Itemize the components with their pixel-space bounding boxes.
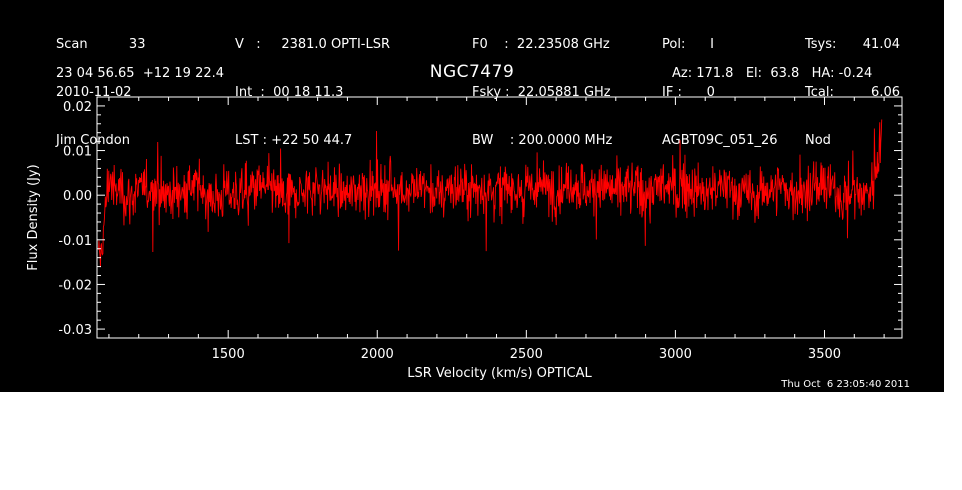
velocity-value: V : 2381.0 OPTI-LSR	[235, 37, 391, 52]
header-scan-info: Scan 33 2010-11-02 Jim Condon	[56, 5, 145, 165]
axis-ticks	[97, 97, 902, 338]
tcal-label: Tcal:	[805, 85, 834, 100]
header-system-labels: Tsys: Tcal: Nod	[805, 5, 836, 165]
y-tick-label: -0.03	[58, 323, 92, 338]
plot-datestamp: Thu Oct 6 23:05:40 2011	[781, 379, 910, 390]
source-coordinates: 23 04 56.65 +12 19 22.4	[56, 66, 225, 81]
tcal-value: 6.06	[871, 85, 900, 100]
project-id: AGBT09C_051_26	[662, 133, 778, 148]
header-velocity-info: V : 2381.0 OPTI-LSR Int : 00 18 11.3 LST…	[235, 5, 390, 165]
tsys-label: Tsys:	[805, 37, 837, 52]
x-tick-label: 2500	[510, 347, 543, 362]
lst-value: LST : +22 50 44.7	[235, 133, 353, 148]
polarization: Pol: I	[662, 37, 714, 52]
y-tick-label: 0.00	[63, 189, 92, 204]
nod-label: Nod	[805, 133, 831, 148]
if-number: IF : 0	[662, 85, 715, 100]
x-tick-label: 2000	[361, 347, 394, 362]
chart-title: NGC7479	[429, 62, 515, 82]
y-tick-label: 0.02	[63, 100, 92, 115]
x-tick-label: 1500	[212, 347, 245, 362]
scan-number: Scan 33	[56, 37, 146, 52]
y-tick-label: -0.01	[58, 234, 92, 249]
az-el-ha: Az: 171.8 El: 63.8 HA: -0.24	[672, 66, 873, 81]
header-polarization-info: Pol: I IF : 0 AGBT09C_051_26	[662, 5, 778, 165]
x-tick-label: 3000	[659, 347, 692, 362]
integration-time: Int : 00 18 11.3	[235, 85, 344, 100]
observer-name: Jim Condon	[56, 133, 130, 148]
y-tick-label: 0.01	[63, 145, 92, 160]
plot-area	[98, 119, 883, 268]
bandwidth: BW : 200.0000 MHz	[472, 133, 613, 148]
y-axis-label: Flux Density (Jy)	[26, 164, 41, 270]
spectrum-chart: 1500 2000 2500 3000 3500 0.02 0.01 0.00 -0.01 -0.…	[26, 96, 903, 381]
header-frequency-info: F0 : 22.23508 GHz Fsky : 22.05881 GHz BW…	[472, 5, 612, 165]
observation-date: 2010-11-02	[56, 85, 132, 100]
tsys-value: 41.04	[862, 37, 900, 52]
sky-frequency: Fsky : 22.05881 GHz	[472, 85, 611, 100]
header-system-values: 41.04 6.06	[852, 5, 900, 165]
x-axis-label: LSR Velocity (km/s) OPTICAL	[407, 366, 592, 381]
x-tick-label: 3500	[808, 347, 841, 362]
y-tick-label: -0.02	[58, 278, 92, 293]
spectrum-line	[98, 119, 883, 268]
axis-labels: 1500 2000 2500 3000 3500 0.02 0.01 0.00 -0.01 -0.…	[26, 100, 841, 381]
rest-frequency: F0 : 22.23508 GHz	[472, 37, 610, 52]
plot-frame	[96, 96, 903, 339]
